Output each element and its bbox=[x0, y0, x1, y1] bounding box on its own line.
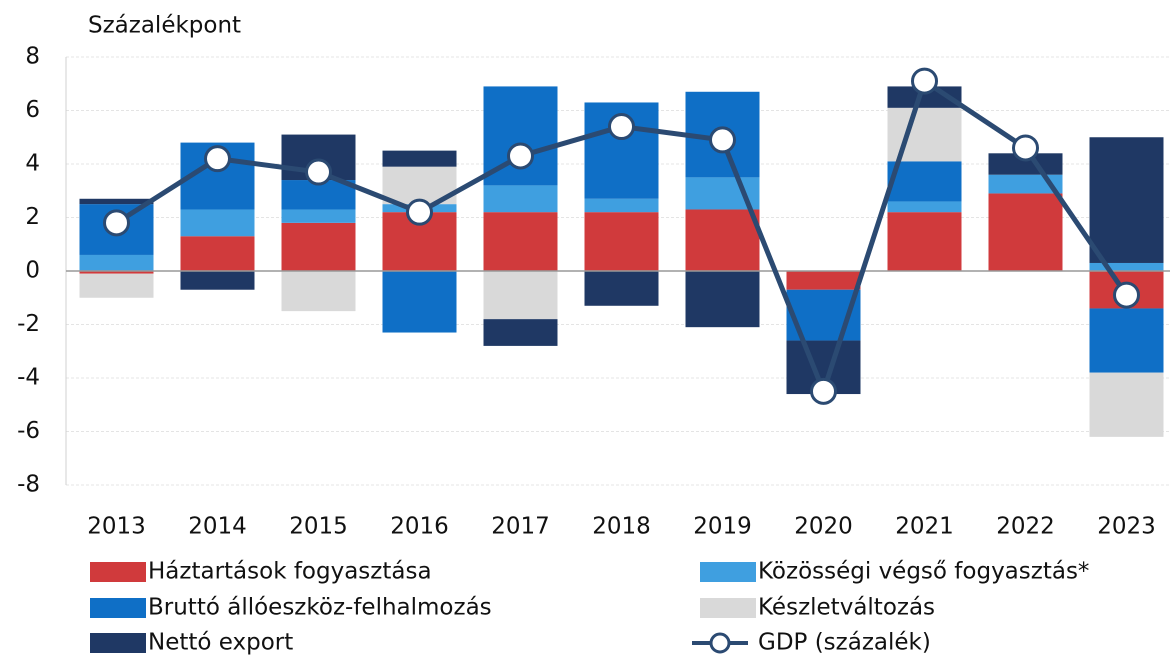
y-axis-label: Százalékpont bbox=[88, 13, 241, 39]
y-tick-label: 4 bbox=[25, 151, 40, 177]
gdp-marker bbox=[103, 209, 130, 237]
y-tick-label: 0 bbox=[25, 258, 40, 284]
bar-segment bbox=[887, 161, 962, 202]
bar-segment bbox=[988, 193, 1063, 271]
gdp-marker bbox=[911, 67, 938, 95]
legend-swatch bbox=[700, 598, 756, 618]
legend-swatch bbox=[90, 598, 146, 618]
x-tick-label: 2023 bbox=[1097, 514, 1156, 540]
bar-segment bbox=[685, 209, 760, 271]
x-tick-label: 2022 bbox=[996, 514, 1055, 540]
gdp-marker bbox=[810, 377, 837, 405]
x-tick-label: 2013 bbox=[87, 514, 146, 540]
bar-segment bbox=[382, 271, 457, 333]
bar-segment bbox=[1089, 262, 1164, 271]
legend-marker bbox=[709, 632, 731, 654]
bar-segment bbox=[483, 185, 558, 213]
legend-swatch bbox=[90, 562, 146, 582]
x-tick-label: 2016 bbox=[390, 514, 449, 540]
bar-segment bbox=[887, 212, 962, 271]
bar-segment bbox=[281, 209, 356, 223]
y-tick-label: -8 bbox=[17, 472, 40, 498]
gdp-marker bbox=[608, 113, 635, 141]
x-tick-label: 2017 bbox=[491, 514, 550, 540]
legend-swatch bbox=[90, 633, 146, 653]
bar-segment bbox=[1089, 308, 1164, 373]
bar-segment bbox=[79, 271, 154, 274]
bar-segment bbox=[281, 271, 356, 312]
legend-label: Háztartások fogyasztása bbox=[148, 559, 432, 585]
y-tick-label: -4 bbox=[17, 365, 40, 391]
bar-segment bbox=[79, 273, 154, 298]
legend-label: Nettó export bbox=[148, 630, 293, 656]
bar-segment bbox=[281, 222, 356, 271]
bar-segment bbox=[483, 271, 558, 320]
legend-label: Közösségi végső fogyasztás* bbox=[758, 559, 1089, 585]
legend-label: Készletváltozás bbox=[758, 595, 935, 621]
x-tick-label: 2021 bbox=[895, 514, 954, 540]
gdp-marker bbox=[1113, 281, 1140, 309]
bar-segment bbox=[786, 271, 861, 290]
legend-swatch bbox=[700, 562, 756, 582]
x-tick-label: 2020 bbox=[794, 514, 853, 540]
bar-segment bbox=[988, 174, 1063, 194]
y-tick-label: -6 bbox=[17, 418, 40, 444]
y-tick-label: -2 bbox=[17, 311, 40, 337]
bar-segment bbox=[483, 212, 558, 271]
x-tick-label: 2018 bbox=[592, 514, 651, 540]
bar-segment bbox=[1089, 137, 1164, 263]
bar-segment bbox=[79, 254, 154, 271]
y-tick-label: 8 bbox=[25, 44, 40, 70]
gdp-marker bbox=[1012, 134, 1039, 162]
gdp-marker bbox=[204, 145, 231, 173]
y-tick-label: 6 bbox=[25, 97, 40, 123]
x-tick-label: 2015 bbox=[289, 514, 348, 540]
bar-segment bbox=[180, 271, 255, 290]
bar-segment bbox=[1089, 372, 1164, 437]
bar-segment bbox=[584, 198, 659, 213]
gdp-marker bbox=[305, 158, 332, 186]
bar-segment bbox=[180, 236, 255, 271]
x-tick-label: 2019 bbox=[693, 514, 752, 540]
bar-segment bbox=[79, 198, 154, 205]
bar-segment bbox=[685, 271, 760, 328]
legend-label: Bruttó állóeszköz-felhalmozás bbox=[148, 595, 492, 621]
x-tick-label: 2014 bbox=[188, 514, 247, 540]
bar-segment bbox=[887, 201, 962, 213]
bar-segment bbox=[988, 153, 1063, 175]
legend-label: GDP (százalék) bbox=[758, 630, 931, 656]
bar-segment bbox=[382, 150, 457, 167]
bar-segment bbox=[584, 271, 659, 306]
bar-segment bbox=[180, 209, 255, 237]
gdp-marker bbox=[507, 142, 534, 170]
gdp-marker bbox=[709, 126, 736, 154]
gdp-marker bbox=[406, 198, 433, 226]
bar-segment bbox=[483, 319, 558, 346]
bar-segment bbox=[584, 212, 659, 271]
y-tick-label: 2 bbox=[25, 204, 40, 230]
